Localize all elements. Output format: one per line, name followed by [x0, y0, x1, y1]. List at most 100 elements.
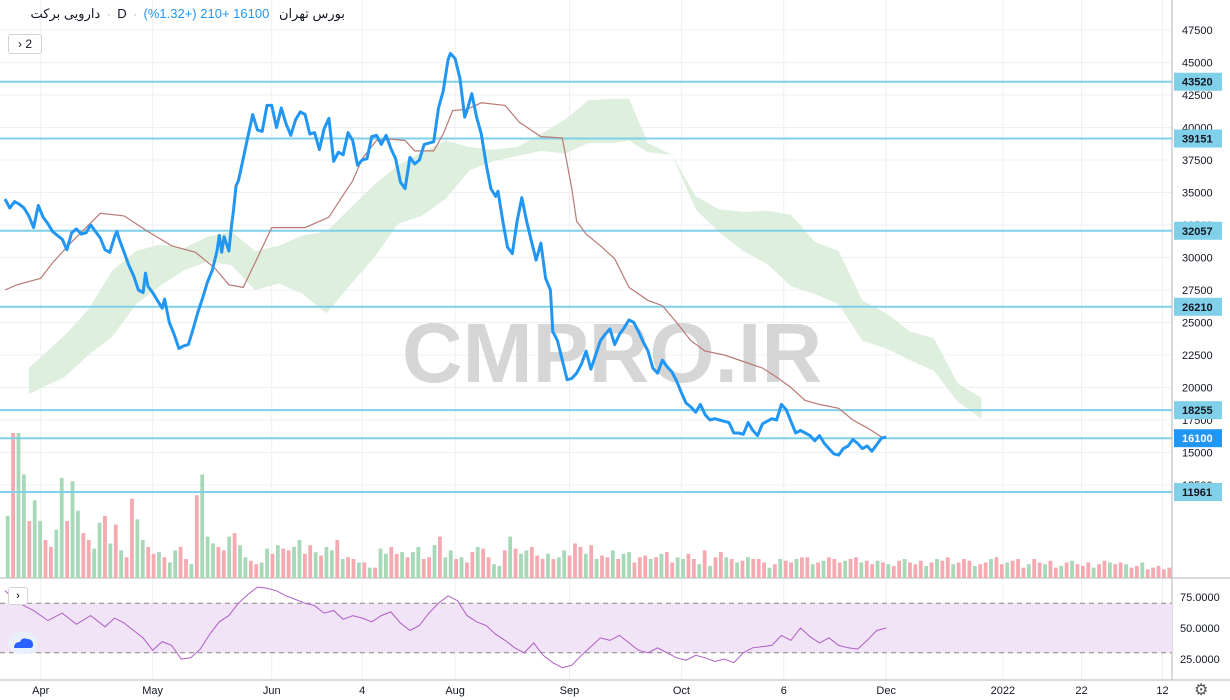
- volume-bar: [59, 477, 64, 578]
- volume-bar: [535, 555, 540, 578]
- volume-bar: [221, 550, 226, 578]
- volume-bar: [989, 559, 993, 578]
- volume-bar: [891, 565, 896, 578]
- price-level-label: 32057: [1182, 226, 1213, 238]
- collapse-indicators-button[interactable]: › 2: [8, 34, 42, 54]
- cloud-bull-segment: [255, 245, 279, 290]
- volume-bar: [119, 550, 124, 578]
- volume-bar: [729, 559, 734, 578]
- price-line: [3, 51, 887, 457]
- volume-bar: [805, 557, 810, 578]
- volume-bar: [1075, 564, 1080, 578]
- volume-bar: [632, 562, 637, 578]
- volume-bar: [157, 552, 161, 578]
- volume-bar: [11, 433, 15, 578]
- volume-bar: [416, 546, 421, 578]
- volume-bar: [297, 540, 302, 578]
- timeframe[interactable]: D: [117, 6, 127, 21]
- volume-bar: [794, 559, 799, 578]
- volume-bar: [81, 533, 86, 578]
- volume-bar: [600, 555, 604, 578]
- volume-bar: [432, 545, 437, 578]
- cloud-bull-segment: [588, 98, 613, 144]
- volume-bar: [162, 557, 167, 578]
- volume-bar: [1134, 565, 1139, 578]
- price-change: +210 (+1.32%): [143, 6, 230, 21]
- volume-bar: [340, 559, 345, 578]
- volume-bar: [854, 557, 858, 578]
- volume-bar: [356, 562, 361, 578]
- volume-bar: [108, 543, 113, 578]
- volume-bar: [1151, 567, 1155, 578]
- volume-bar: [329, 550, 334, 578]
- tradingview-logo-icon[interactable]: [8, 632, 38, 654]
- cloud-bull-segment: [302, 231, 327, 314]
- symbol-header[interactable]: دارویی برکت · D · بورس تهران 16100 +210 …: [30, 6, 345, 22]
- volume-bar: [578, 546, 583, 578]
- rsi-axis-label: 50.0000: [1180, 623, 1220, 635]
- price-levels: [0, 80, 1172, 494]
- volume-bar: [670, 562, 675, 578]
- volume-bar: [265, 548, 269, 578]
- volume-bar: [935, 559, 939, 578]
- price-axis-label: 37500: [1182, 155, 1213, 167]
- volume-bar: [610, 550, 615, 578]
- volume-bar: [1107, 562, 1112, 578]
- volume-bar: [502, 550, 507, 578]
- volume-bar: [1118, 562, 1123, 578]
- volume-bar: [513, 548, 518, 578]
- volume-bar: [5, 515, 10, 578]
- cloud-bull-segment: [910, 331, 934, 371]
- volume-bar: [924, 565, 929, 578]
- volume-bar: [178, 546, 183, 578]
- volume-bar: [135, 519, 140, 578]
- volume-bar: [724, 557, 729, 578]
- cloud-bull-segment: [469, 147, 494, 171]
- volume-bar: [567, 555, 572, 578]
- volume-bar: [22, 474, 26, 578]
- volume-bar: [621, 553, 626, 578]
- volume-bar: [194, 495, 199, 578]
- volume-bar: [983, 562, 988, 578]
- volume-bar: [65, 521, 70, 578]
- price-axis-label: 27500: [1182, 285, 1213, 297]
- volume-bar: [151, 553, 156, 578]
- volume-bar: [773, 564, 777, 578]
- price-level-label: 43520: [1182, 77, 1213, 89]
- volume-bar: [908, 562, 912, 578]
- grid-lines: [0, 0, 1230, 681]
- volume-bar: [1053, 567, 1058, 578]
- cloud-bull-segment: [648, 143, 672, 155]
- volume-bar: [978, 564, 983, 578]
- volume-bar: [605, 557, 610, 578]
- volume-bar: [751, 559, 756, 578]
- expand-rsi-button[interactable]: ›: [8, 587, 28, 605]
- volume-bar: [1097, 564, 1101, 578]
- volume-bar: [302, 553, 307, 578]
- volume-bar: [76, 510, 80, 578]
- volume-bar: [384, 553, 388, 578]
- rsi-band: [0, 603, 1172, 653]
- cloud-bull-segment: [398, 152, 422, 224]
- volume-bar: [1037, 562, 1042, 578]
- volume-bar: [1156, 565, 1161, 578]
- gear-icon[interactable]: ⚙: [1194, 682, 1209, 699]
- volume-bar: [940, 560, 945, 578]
- rsi-line: [4, 586, 887, 669]
- volume-bar: [454, 559, 459, 578]
- volume-bar: [130, 498, 134, 578]
- volume-bar: [519, 553, 523, 578]
- volume-bar: [1070, 560, 1074, 578]
- volume-bar: [524, 550, 529, 578]
- cloud-bull-segment: [838, 251, 863, 341]
- rsi-panel: [0, 586, 1172, 669]
- price-axis-label: 30000: [1182, 253, 1213, 265]
- volume-bar: [465, 562, 469, 578]
- cloud-bull-segment: [790, 214, 815, 294]
- volume-bar: [778, 559, 783, 578]
- cloud-bull-segment: [767, 210, 791, 287]
- cloud-bull-segment: [445, 140, 470, 199]
- volume-bar: [275, 545, 280, 578]
- volume-bar: [999, 564, 1004, 578]
